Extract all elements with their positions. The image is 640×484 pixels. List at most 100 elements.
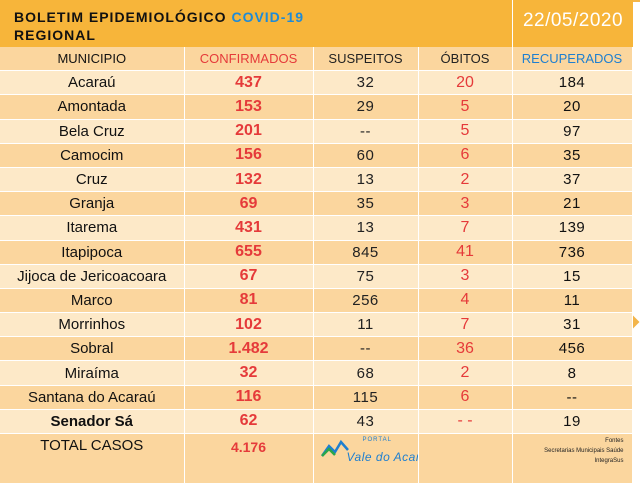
title-bar: BOLETIM EPIDEMIOLÓGICO COVID-19 REGIONAL xyxy=(0,0,512,47)
col-obitos: ÓBITOS xyxy=(418,47,513,72)
municipio-cell: Camocim xyxy=(0,143,185,168)
table-row: Jijoca de Jericoacoara 67 75 3 15 xyxy=(0,264,633,289)
suspeitos-cell: 75 xyxy=(313,264,419,289)
obitos-cell: 5 xyxy=(418,119,513,144)
recuperados-cell: 31 xyxy=(512,312,633,338)
suspeitos-cell: -- xyxy=(313,336,419,362)
recuperados-cell: 456 xyxy=(512,336,633,362)
confirmados-cell: 153 xyxy=(184,94,314,120)
municipio-cell: Amontada xyxy=(0,94,185,120)
table-row: Granja 69 35 3 21 xyxy=(0,191,633,217)
frame-line-right xyxy=(631,0,633,480)
municipio-cell: Acaraú xyxy=(0,70,185,96)
municipio-cell: Itapipoca xyxy=(0,240,185,265)
title-covid: COVID-19 xyxy=(231,9,305,25)
confirmados-cell: 116 xyxy=(184,385,314,410)
table-row: Senador Sá 62 43- -19 xyxy=(0,409,633,435)
municipio-cell: Senador Sá xyxy=(0,409,185,435)
obitos-cell: 36 xyxy=(418,336,513,362)
suspeitos-cell: 32 xyxy=(313,70,419,96)
table-row: Acaraú 437 32 20 184 xyxy=(0,70,633,96)
municipio-cell: Jijoca de Jericoacoara xyxy=(0,264,185,289)
municipio-cell: Miraíma xyxy=(0,360,185,386)
municipio-cell: Sobral xyxy=(0,336,185,362)
logo-brand-text: Vale do Acaraú xyxy=(346,450,418,464)
table-row: Itapipoca 655 845 41 736 xyxy=(0,240,633,265)
recuperados-cell: 8 xyxy=(512,360,633,386)
table-row: Morrinhos 102 11 7 31 xyxy=(0,312,633,338)
table-row: Amontada 153 29 5 20 xyxy=(0,94,633,120)
confirmados-cell: 437 xyxy=(184,70,314,96)
portal-logo: PORTAL Vale do Acaraú xyxy=(317,434,417,474)
municipio-cell: Morrinhos xyxy=(0,312,185,338)
mountain-icon xyxy=(320,439,349,457)
obitos-cell: 3 xyxy=(418,191,513,217)
suspeitos-cell: 60 xyxy=(313,143,419,168)
municipio-cell: Santana do Acaraú xyxy=(0,385,185,410)
logo-cell: PORTAL Vale do Acaraú xyxy=(313,433,419,484)
obitos-cell: 4 xyxy=(418,288,513,314)
date-badge: 22/05/2020 xyxy=(512,0,633,47)
table-row: Bela Cruz 201 -- 5 97 xyxy=(0,119,633,144)
suspeitos-cell: 11 xyxy=(313,312,419,338)
recuperados-cell: 37 xyxy=(512,167,633,193)
col-suspeitos: SUSPEITOS xyxy=(313,47,419,72)
recuperados-cell: 139 xyxy=(512,215,633,241)
confirmados-cell: 62 xyxy=(184,409,314,435)
obitos-cell: 20 xyxy=(418,70,513,96)
bulletin-title: BOLETIM EPIDEMIOLÓGICO COVID-19 xyxy=(14,9,304,25)
logo-portal-text: PORTAL xyxy=(362,437,392,443)
confirmados-cell: 67 xyxy=(184,264,314,289)
total-confirmados: 4.176 xyxy=(184,433,314,484)
suspeitos-cell: 68 xyxy=(313,360,419,386)
confirmados-cell: 102 xyxy=(184,312,314,338)
frame-line-top xyxy=(632,0,640,2)
table-row: Santana do Acaraú 116 115 6 -- xyxy=(0,385,633,410)
suspeitos-cell: 35 xyxy=(313,191,419,217)
sources-cell: Fontes Secretarias Municipais Saúde Integr… xyxy=(512,433,633,484)
source-line: Fontes xyxy=(605,438,624,444)
confirmados-cell: 431 xyxy=(184,215,314,241)
suspeitos-cell: 13 xyxy=(313,167,419,193)
recuperados-cell: 11 xyxy=(512,288,633,314)
recuperados-cell: 35 xyxy=(512,143,633,168)
obitos-cell: 3 xyxy=(418,264,513,289)
table-row: Itarema 431 13 7 139 xyxy=(0,215,633,241)
recuperados-cell: 21 xyxy=(512,191,633,217)
municipio-cell: Cruz xyxy=(0,167,185,193)
municipio-cell: Itarema xyxy=(0,215,185,241)
table-row: Marco 81 256 4 11 xyxy=(0,288,633,314)
obitos-cell: 5 xyxy=(418,94,513,120)
obitos-cell: 7 xyxy=(418,312,513,338)
recuperados-cell: 20 xyxy=(512,94,633,120)
confirmados-cell: 32 xyxy=(184,360,314,386)
obitos-cell: 7 xyxy=(418,215,513,241)
confirmados-cell: 69 xyxy=(184,191,314,217)
obitos-cell: 6 xyxy=(418,143,513,168)
col-recuperados: RECUPERADOS xyxy=(512,47,633,72)
table-row: Camocim 156 60 6 35 xyxy=(0,143,633,168)
suspeitos-cell: 29 xyxy=(313,94,419,120)
recuperados-cell: -- xyxy=(512,385,633,410)
sources-note: Fontes Secretarias Municipais Saúde Integr… xyxy=(513,434,632,466)
table-row: Sobral 1.482 -- 36 456 xyxy=(0,336,633,362)
confirmados-cell: 132 xyxy=(184,167,314,193)
header-row: MUNICIPIO CONFIRMADOS SUSPEITOS ÓBITOS R… xyxy=(0,47,633,72)
obitos-cell: 2 xyxy=(418,167,513,193)
col-confirmados: CONFIRMADOS xyxy=(184,47,314,72)
recuperados-cell: 736 xyxy=(512,240,633,265)
col-municipio: MUNICIPIO xyxy=(0,47,185,72)
bulletin-subtitle: REGIONAL xyxy=(14,27,96,43)
recuperados-cell: 184 xyxy=(512,70,633,96)
confirmados-cell: 655 xyxy=(184,240,314,265)
recuperados-cell: 15 xyxy=(512,264,633,289)
obitos-cell: 6 xyxy=(418,385,513,410)
municipio-cell: Granja xyxy=(0,191,185,217)
suspeitos-cell: 256 xyxy=(313,288,419,314)
confirmados-cell: 1.482 xyxy=(184,336,314,362)
municipio-cell: Marco xyxy=(0,288,185,314)
suspeitos-cell: -- xyxy=(313,119,419,144)
total-label: TOTAL CASOS xyxy=(0,433,185,484)
